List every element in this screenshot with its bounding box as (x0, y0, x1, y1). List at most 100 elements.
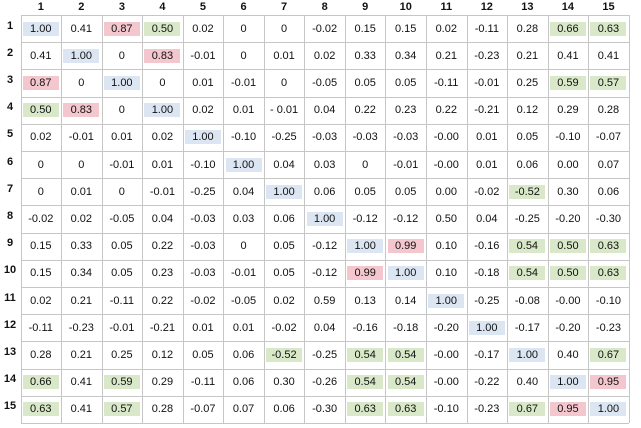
cell-value: 0.21 (70, 294, 93, 307)
matrix-cell: 0.04 (304, 103, 345, 117)
grid-line-vertical (547, 15, 549, 423)
matrix-cell: 0.99 (385, 239, 426, 254)
matrix-cell: 0.05 (264, 239, 305, 253)
cell-value: 0.04 (273, 158, 295, 171)
grid-line-vertical (344, 15, 346, 423)
matrix-cell: 0.50 (21, 103, 62, 118)
matrix-cell: 0.21 (61, 348, 102, 362)
cell-value: 0.41 (557, 49, 579, 62)
cell-value: 0.54 (387, 375, 424, 390)
matrix-cell: 0.00 (548, 158, 589, 172)
matrix-cell: -0.00 (426, 158, 467, 172)
matrix-cell: 0.01 (183, 321, 224, 335)
matrix-cell: 0.15 (21, 239, 62, 253)
column-header: 12 (480, 1, 493, 13)
matrix-cell: 0.04 (142, 212, 183, 226)
matrix-cell: 0 (61, 158, 102, 172)
cell-value: -0.12 (312, 240, 338, 253)
matrix-cell: 0.54 (507, 239, 548, 254)
cell-value: 0.33 (354, 49, 376, 62)
matrix-cell: 0.05 (264, 266, 305, 280)
row-header: 14 (3, 373, 17, 386)
matrix-cell: 1.00 (548, 375, 589, 390)
cell-value: -0.03 (312, 131, 338, 144)
cell-value: 0 (118, 49, 125, 62)
cell-value: 0.02 (192, 22, 214, 35)
matrix-cell: 0.30 (548, 185, 589, 199)
matrix-cell: 0.23 (385, 103, 426, 117)
cell-value: -0.12 (312, 267, 338, 280)
matrix-cell: 0.01 (223, 103, 264, 117)
cell-value: -0.00 (433, 376, 459, 389)
cell-value: -0.07 (190, 403, 216, 416)
matrix-cell: 0 (223, 49, 264, 63)
matrix-cell: 1.00 (345, 239, 386, 254)
cell-value: 0.50 (549, 266, 586, 281)
matrix-cell: -0.05 (223, 294, 264, 308)
matrix-cell: -0.00 (426, 348, 467, 362)
matrix-cell: 0.25 (102, 348, 143, 362)
cell-value: 0.01 (232, 321, 255, 334)
matrix-cell: 0.28 (507, 22, 548, 36)
matrix-cell: -0.01 (385, 158, 426, 172)
matrix-cell: 0.01 (467, 158, 508, 172)
cell-value: -0.11 (28, 321, 53, 334)
matrix-cell: 1.00 (61, 48, 102, 63)
cell-value: 0.23 (395, 104, 417, 117)
cell-value: -0.20 (555, 321, 581, 334)
cell-value: 1.00 (144, 103, 181, 118)
matrix-cell: -0.05 (304, 76, 345, 90)
matrix-cell: 0 (102, 103, 143, 117)
matrix-cell: 0.33 (345, 49, 386, 63)
cell-value: 1.00 (387, 266, 424, 281)
cell-value: 0.29 (151, 376, 174, 389)
matrix-cell: 0.04 (223, 185, 264, 199)
matrix-cell: 0.05 (102, 266, 143, 280)
matrix-cell: -0.00 (426, 130, 467, 144)
matrix-cell: 0.15 (345, 22, 386, 36)
matrix-cell: -0.12 (304, 239, 345, 253)
matrix-cell: -0.52 (507, 184, 548, 199)
cell-value: 0.40 (557, 349, 579, 361)
cell-value: -0.25 (514, 213, 540, 225)
cell-value: -0.03 (190, 213, 216, 225)
matrix-cell: 0.83 (61, 103, 102, 118)
cell-value: 0.04 (313, 321, 336, 334)
column-header: 11 (440, 1, 453, 13)
cell-value: 0.30 (557, 185, 579, 198)
matrix-cell: -0.02 (304, 22, 345, 36)
column-header: 3 (118, 1, 125, 13)
matrix-cell: 0.41 (61, 22, 102, 36)
cell-value: 0.04 (151, 213, 174, 225)
matrix-cell: 0.50 (548, 239, 589, 254)
matrix-cell: 0.12 (507, 103, 548, 117)
cell-value: 0 (37, 158, 44, 171)
cell-value: 0.06 (232, 349, 255, 361)
grid-line-horizontal (20, 423, 629, 424)
cell-value: 0.22 (151, 240, 174, 253)
row-header: 11 (4, 291, 16, 304)
matrix-cell: 0.54 (507, 266, 548, 281)
matrix-cell: 0.41 (588, 49, 629, 63)
grid-line-horizontal (20, 314, 629, 316)
cell-value: -0.03 (393, 131, 419, 144)
matrix-cell: -0.21 (142, 321, 183, 335)
grid-line-horizontal (20, 69, 629, 71)
matrix-cell: -0.00 (548, 294, 589, 308)
cell-value: 1.00 (103, 76, 140, 90)
matrix-cell: -0.16 (345, 321, 386, 335)
cell-value: -0.02 (474, 185, 500, 198)
cell-value: -0.17 (514, 321, 540, 334)
grid-line-horizontal (20, 15, 629, 16)
matrix-cell: 0.00 (426, 185, 467, 199)
cell-value: 0.59 (549, 76, 586, 90)
matrix-cell: 0.67 (588, 348, 629, 362)
cell-value: -0.07 (595, 131, 621, 144)
matrix-cell: -0.12 (345, 212, 386, 226)
cell-value: 0.06 (516, 158, 539, 171)
matrix-cell: 0 (142, 76, 183, 90)
cell-value: 1.00 (184, 130, 221, 145)
matrix-cell: 0.33 (61, 239, 102, 253)
matrix-cell: -0.03 (304, 130, 345, 144)
grid-line-horizontal (20, 341, 629, 343)
